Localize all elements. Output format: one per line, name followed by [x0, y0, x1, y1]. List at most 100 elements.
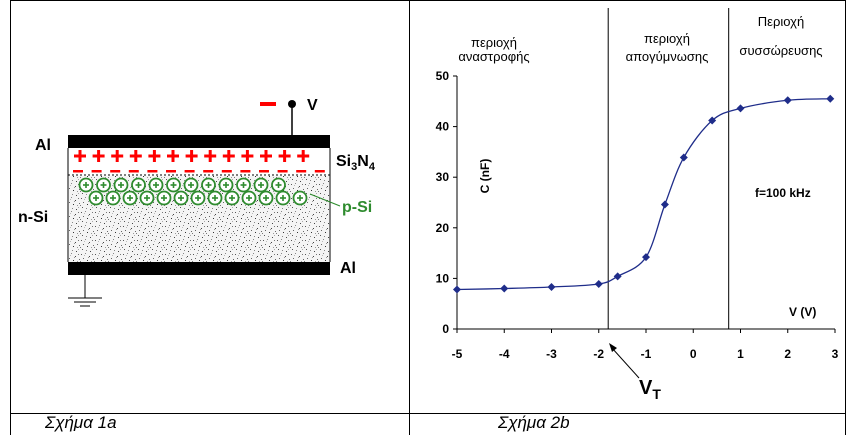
voltage-label: V [307, 97, 318, 114]
plus-charge [222, 150, 235, 162]
hole-icon [258, 190, 274, 206]
minus-charge [277, 170, 288, 173]
caption-row-b [409, 413, 846, 435]
hole-icon [241, 190, 257, 206]
region-inversion-l1: περιοχή [471, 35, 517, 50]
minus-charge [110, 170, 121, 173]
plus-charge [241, 150, 254, 162]
x-tick-label: -3 [546, 347, 557, 361]
hole-icon [122, 190, 138, 206]
hole-icon [183, 177, 199, 193]
minus-charge [91, 170, 102, 173]
minus-charge [221, 170, 232, 173]
hole-icon [253, 177, 269, 193]
x-tick-label: 1 [737, 347, 744, 361]
data-point-marker [736, 104, 745, 113]
mis-structure-diagram: V Al Al n-Si Si3N4 p-Si [18, 97, 376, 307]
positive-charges [74, 150, 310, 162]
data-point-marker [679, 153, 688, 162]
y-tick-label: 30 [436, 170, 450, 184]
y-tick-label: 10 [436, 271, 450, 285]
plus-charge [92, 150, 105, 162]
y-tick-label: 20 [436, 221, 450, 235]
vt-arrow-line [611, 347, 640, 379]
p-si-label: p-Si [342, 199, 372, 216]
minus-charge [240, 170, 251, 173]
plus-charge [204, 150, 217, 162]
plus-charge [167, 150, 179, 162]
hole-icon [113, 177, 129, 193]
al-top-electrode [68, 135, 330, 148]
minus-charge [166, 170, 176, 173]
plus-charge [297, 150, 310, 162]
x-tick-label: 3 [832, 347, 839, 361]
data-point-marker [594, 279, 603, 288]
hole-icon [166, 177, 181, 193]
hole-icon [156, 190, 172, 206]
x-axis-label: V (V) [789, 305, 816, 319]
x-tick-label: 2 [784, 347, 791, 361]
minus-charge [203, 170, 214, 173]
plus-charge [148, 150, 161, 162]
al-top-label: Al [35, 137, 51, 154]
data-point-marker [783, 96, 792, 105]
y-tick-label: 40 [436, 120, 450, 134]
al-bottom-electrode [68, 262, 330, 275]
hole-icon [207, 190, 223, 206]
data-point-marker [547, 283, 556, 292]
insulator-label: Si3N4 [336, 153, 376, 173]
y-axis-label: C (nF) [478, 159, 492, 194]
region-depletion-l1: περιοχή [644, 31, 690, 46]
data-point-marker [613, 272, 622, 281]
minus-charge [147, 170, 158, 173]
hole-icon [201, 177, 216, 193]
data-point-marker [453, 285, 461, 294]
n-si-label: n-Si [18, 209, 48, 226]
p-si-pointer [309, 193, 341, 207]
frequency-label: f=100 kHz [755, 186, 811, 200]
vt-label: VT [639, 377, 661, 402]
holes-p-si [78, 177, 308, 206]
data-point-marker [500, 284, 509, 293]
hole-icon [236, 177, 251, 193]
y-tick-label: 0 [442, 322, 449, 336]
plus-charge [129, 150, 142, 162]
hole-icon [224, 190, 240, 206]
x-tick-label: -5 [452, 347, 463, 361]
hole-icon [105, 190, 121, 206]
voltage-terminal-icon [288, 100, 296, 108]
hole-icon [190, 190, 206, 206]
region-depletion-l2: απογύμνωσης [626, 49, 709, 64]
hole-icon [271, 177, 286, 193]
hole-icon [139, 190, 155, 206]
al-bottom-label: Al [340, 260, 356, 277]
voltage-minus-sign [260, 102, 276, 106]
plus-charge [111, 150, 124, 162]
vt-arrow-head [609, 343, 617, 352]
hole-icon [148, 177, 164, 193]
cv-curve-line [456, 98, 831, 291]
minus-charge [73, 170, 83, 173]
ground-icon [68, 297, 102, 307]
y-tick-label: 50 [436, 69, 450, 83]
data-point-marker [708, 116, 717, 125]
region-accumulation-l1: Περιοχή [758, 14, 804, 29]
hole-icon [131, 177, 146, 193]
plus-charge [185, 150, 198, 162]
minus-charge [184, 170, 195, 173]
hole-icon [173, 190, 189, 206]
x-tick-label: -1 [641, 347, 652, 361]
region-inversion-l2: αναστροφής [458, 49, 529, 64]
plus-charge [278, 150, 291, 162]
minus-charge [296, 170, 307, 173]
plus-charge [74, 150, 86, 162]
x-tick-label: -2 [593, 347, 604, 361]
insulator-layer [68, 148, 330, 174]
minus-charge [259, 170, 269, 173]
hole-icon [88, 190, 104, 206]
hole-icon [78, 177, 94, 193]
hole-icon [275, 190, 291, 206]
data-point-marker [660, 200, 669, 209]
data-point-marker [826, 94, 835, 103]
caption-figure-b: Σχήμα 2b [498, 413, 570, 432]
